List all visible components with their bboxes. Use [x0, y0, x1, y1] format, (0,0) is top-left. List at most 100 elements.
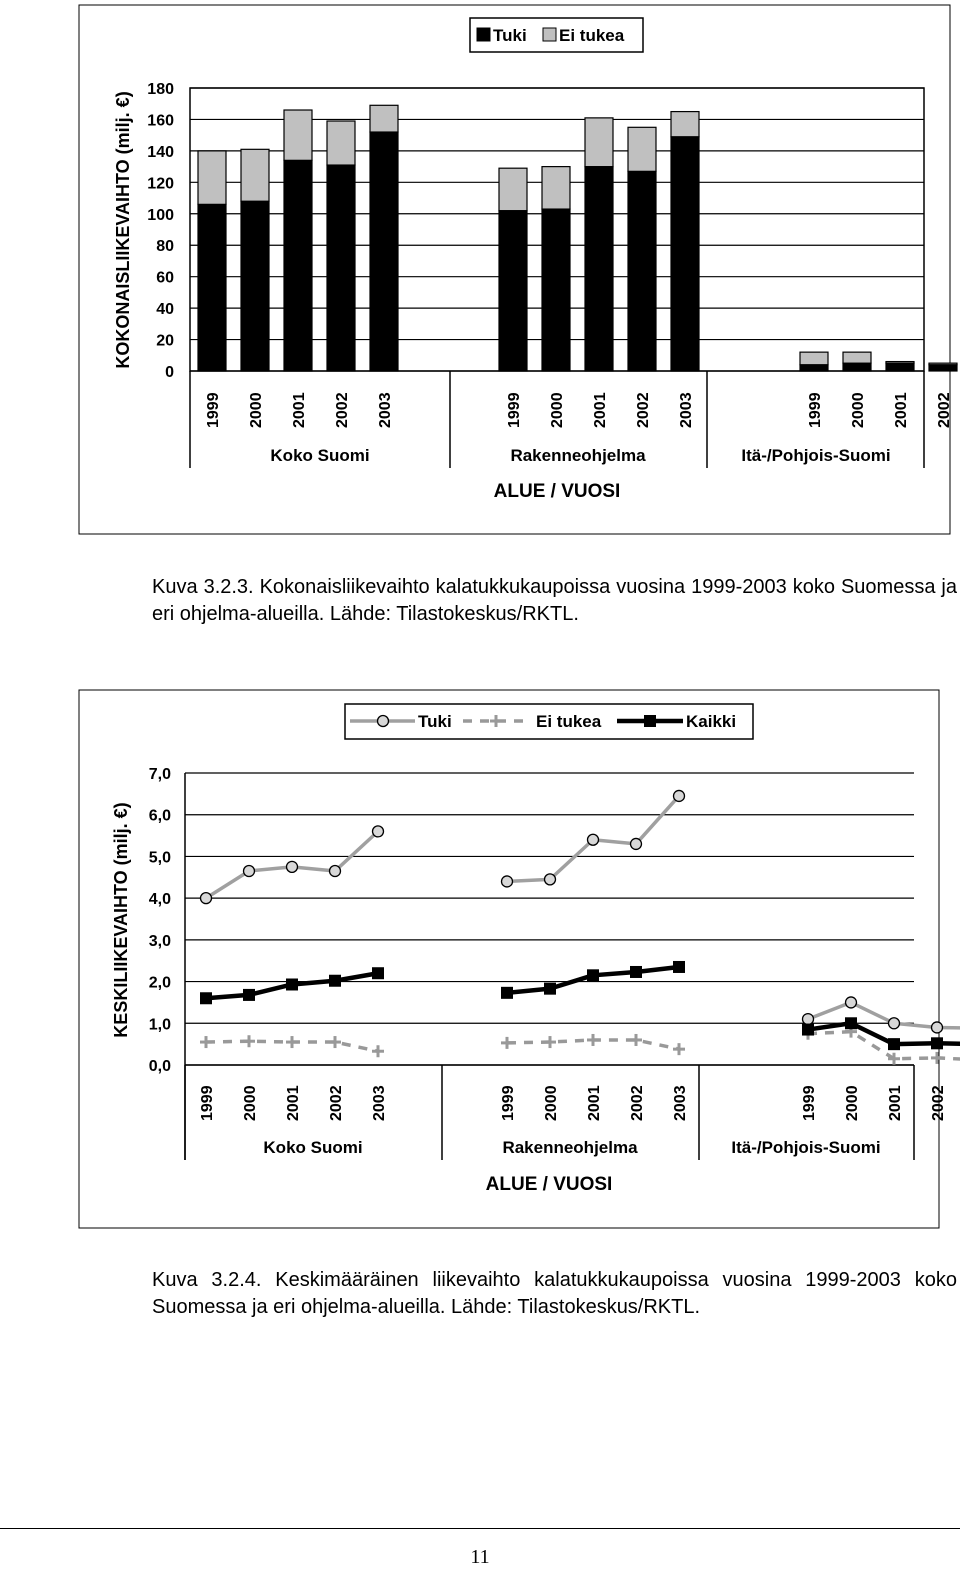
x-year-label: 2002: [930, 1085, 947, 1121]
legend-marker-ei-tukea: [490, 715, 502, 727]
point-ei-tukea: [630, 1033, 642, 1046]
chart-frame: [78, 689, 940, 1229]
bar-ei-tukea: [627, 126, 657, 172]
point-tuki: [500, 875, 514, 888]
y-tick-label: 0,0: [149, 1058, 171, 1075]
point-kaikki: [587, 969, 599, 982]
x-year-label: 2002: [328, 1085, 345, 1121]
x-year-label: 2003: [672, 1085, 689, 1121]
point-kaikki: [673, 960, 685, 973]
y-tick-label: 40: [156, 301, 174, 318]
x-year-label: 2001: [887, 1085, 904, 1121]
bar-tuki: [928, 364, 958, 372]
y-axis-label: KESKILIIKEVAIHTO (milj. €): [111, 802, 131, 1037]
point-kaikki: [630, 965, 642, 978]
point-ei-tukea: [544, 1036, 556, 1049]
x-year-label: 2003: [678, 392, 695, 428]
x-year-label: 2000: [543, 1085, 560, 1121]
point-tuki: [328, 864, 342, 878]
figure-caption-3-2-3: Kuva 3.2.3. Kokonaisliikevaihto kalatukk…: [152, 576, 957, 625]
figure-caption-3-2-4: Kuva 3.2.4. Keskimääräinen liikevaihto k…: [152, 1269, 957, 1318]
bar-tuki: [584, 166, 614, 372]
page-number: 11: [470, 1546, 490, 1568]
x-year-label: 1999: [506, 392, 523, 428]
legend-label: Ei tukea: [536, 712, 602, 731]
x-year-label: 2001: [291, 392, 308, 428]
x-year-label: 2003: [371, 1085, 388, 1121]
bar-ei-tukea: [928, 362, 958, 366]
bar-ei-tukea: [326, 120, 356, 166]
bar-tuki: [541, 208, 571, 372]
bar-tuki: [283, 159, 313, 372]
y-tick-label: 2,0: [149, 975, 171, 992]
x-year-label: 2001: [592, 392, 609, 428]
bar-ei-tukea: [240, 148, 270, 202]
x-year-label: 2000: [850, 392, 867, 428]
y-tick-label: 120: [147, 175, 174, 192]
point-ei-tukea: [888, 1052, 900, 1065]
y-tick-label: 3,0: [149, 933, 171, 950]
point-kaikki: [931, 1037, 943, 1050]
point-tuki: [285, 860, 299, 874]
legend-label: Tuki: [418, 712, 452, 731]
point-kaikki: [544, 982, 556, 995]
y-tick-label: 180: [147, 81, 174, 98]
legend-marker-kaikki: [644, 715, 656, 727]
bar-tuki: [369, 131, 399, 372]
x-year-label: 1999: [500, 1085, 517, 1121]
x-year-label: 2002: [936, 392, 953, 428]
y-tick-label: 5,0: [149, 849, 171, 866]
x-year-label: 2000: [248, 392, 265, 428]
legend-swatch-ei-tukea: [542, 27, 557, 42]
point-ei-tukea: [372, 1045, 384, 1058]
x-axis-label: ALUE / VUOSI: [494, 481, 621, 502]
y-tick-label: 160: [147, 112, 174, 129]
point-ei-tukea: [587, 1033, 599, 1046]
bar-tuki: [842, 362, 872, 372]
legend-swatch-tuki: [476, 27, 491, 42]
legend-marker-tuki: [376, 714, 390, 728]
bar-tuki: [670, 136, 700, 372]
point-tuki: [242, 864, 256, 878]
bar-tuki: [885, 362, 915, 372]
point-tuki: [586, 833, 600, 846]
bar-ei-tukea: [197, 150, 227, 205]
point-ei-tukea: [329, 1036, 341, 1049]
group-label: Itä-/Pohjois-Suomi: [741, 446, 890, 465]
point-tuki: [844, 996, 858, 1009]
point-tuki: [887, 1017, 901, 1030]
x-year-label: 2000: [549, 392, 566, 428]
group-label: Rakenneohjelma: [510, 446, 646, 465]
x-year-label: 2001: [586, 1085, 603, 1121]
point-ei-tukea: [501, 1036, 513, 1049]
group-label: Rakenneohjelma: [502, 1138, 638, 1157]
point-ei-tukea: [243, 1035, 255, 1048]
group-label: Koko Suomi: [270, 446, 369, 465]
bar-tuki: [799, 364, 829, 372]
point-tuki: [629, 837, 643, 851]
x-year-label: 1999: [199, 1085, 216, 1121]
x-year-label: 2000: [844, 1085, 861, 1121]
bar-ei-tukea: [799, 351, 829, 366]
bar-ei-tukea: [885, 360, 915, 364]
point-kaikki: [845, 1017, 857, 1030]
point-kaikki: [243, 988, 255, 1001]
point-tuki: [930, 1021, 944, 1034]
point-kaikki: [501, 986, 513, 999]
y-tick-label: 20: [156, 333, 174, 350]
point-ei-tukea: [286, 1036, 298, 1049]
y-tick-label: 0: [165, 364, 174, 381]
bar-ei-tukea: [584, 117, 614, 168]
legend-label: Tuki: [493, 26, 527, 45]
x-year-label: 2002: [629, 1085, 646, 1121]
y-tick-label: 6,0: [149, 808, 171, 825]
point-ei-tukea: [200, 1036, 212, 1049]
x-year-label: 2001: [285, 1085, 302, 1121]
bar-tuki: [498, 210, 528, 372]
footer-rule: [0, 1528, 960, 1529]
point-tuki: [371, 825, 385, 838]
bar-ei-tukea: [842, 351, 872, 364]
group-label: Itä-/Pohjois-Suomi: [731, 1138, 880, 1157]
legend-label: Ei tukea: [559, 26, 625, 45]
x-year-label: 1999: [807, 392, 824, 428]
